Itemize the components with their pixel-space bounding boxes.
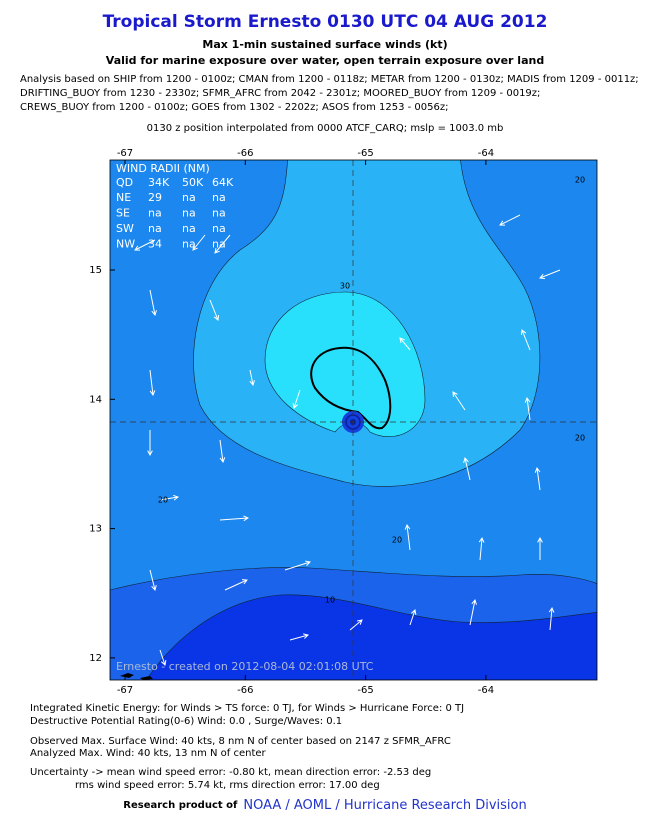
wind-vector	[214, 234, 231, 254]
footer-line: Integrated Kinetic Energy: for Winds > T…	[30, 703, 464, 714]
wind-radii-cell: na	[212, 238, 226, 251]
footer-line: rms wind speed error: 5.74 kt, rms direc…	[75, 780, 380, 791]
wind-radii-cell: na	[212, 222, 226, 235]
contour-34kt	[310, 346, 392, 430]
wind-radii-cell: 34	[148, 238, 162, 251]
wind-vector	[249, 369, 255, 387]
title: Tropical Storm Ernesto 0130 UTC 04 AUG 2…	[103, 12, 548, 32]
wind-vector	[534, 466, 541, 491]
y-tick-label: 13	[89, 524, 102, 535]
wind-radii-header: 50K	[182, 176, 204, 189]
wind-vector	[134, 239, 156, 251]
region	[146, 594, 597, 680]
wind-vector	[159, 649, 167, 666]
wind-radii-cell: SW	[116, 222, 134, 235]
wind-vector	[147, 430, 153, 457]
y-tick-label: 15	[89, 265, 102, 276]
x-tick-label: -66	[237, 148, 253, 159]
footer-line: Uncertainty -> mean wind speed error: -0…	[30, 767, 431, 778]
contour-label: 20	[575, 176, 585, 185]
wind-vector	[149, 569, 157, 592]
wind-radii-header: QD	[116, 176, 133, 189]
wind-radii-cell: na	[212, 191, 226, 204]
footer-line: Destructive Potential Rating(0-6) Wind: …	[30, 716, 342, 727]
x-tick-label: -65	[357, 148, 373, 159]
wind-radii-header: 64K	[212, 176, 234, 189]
wind-vector	[219, 439, 226, 464]
wind-radii-cell: NW	[116, 238, 135, 251]
wind-vector	[224, 579, 248, 591]
wind-vector	[499, 214, 521, 226]
wind-radii-title: WIND RADII (NM)	[116, 162, 210, 175]
contour-label: 20	[158, 496, 168, 505]
footer-line: Analyzed Max. Wind: 40 kts, 13 nm N of c…	[30, 748, 267, 759]
wind-radii-cell: na	[182, 191, 196, 204]
wind-vector	[469, 598, 477, 626]
subtitle: Valid for marine exposure over water, op…	[106, 54, 544, 67]
wind-vector	[478, 536, 485, 561]
y-tick-label: 14	[89, 394, 102, 405]
x-tick-label: -67	[117, 685, 133, 696]
wind-vector	[452, 391, 466, 411]
wind-vector	[149, 289, 157, 317]
wind-vector	[548, 606, 555, 631]
y-tick-label: 12	[89, 653, 102, 664]
wind-vector	[292, 389, 301, 409]
analysis-line: CREWS_BUOY from 1200 - 0100z; GOES from …	[20, 102, 448, 113]
wind-vector	[399, 337, 411, 351]
wind-vector	[159, 494, 180, 501]
wind-vector	[192, 234, 206, 251]
coastline	[120, 673, 153, 680]
wind-radii-cell: na	[182, 222, 196, 235]
wind-radii-cell: 29	[148, 191, 162, 204]
research-line: Research product of NOAA / AOML / Hurrica…	[123, 798, 526, 813]
wind-vector	[284, 560, 311, 571]
wind-vector	[219, 515, 250, 522]
wind-radii-cell: na	[212, 207, 226, 220]
wind-radii-cell: na	[148, 222, 162, 235]
map-frame	[109, 159, 598, 681]
footer-line: Observed Max. Surface Wind: 40 kts, 8 nm…	[30, 736, 451, 747]
x-tick-label: -64	[478, 148, 494, 159]
wind-radii-cell: NE	[116, 191, 131, 204]
research-label: Research product of	[123, 800, 238, 811]
x-tick-label: -67	[117, 148, 133, 159]
credit: Ernesto - created on 2012-08-04 02:01:08…	[116, 660, 374, 673]
x-tick-label: -66	[237, 685, 253, 696]
wind-vector	[149, 369, 156, 397]
contour-label: 10	[325, 596, 335, 605]
wind-radii-cell: na	[182, 207, 196, 220]
contour-label: 30	[340, 282, 350, 291]
wind-vector	[463, 456, 471, 481]
x-tick-label: -65	[357, 685, 373, 696]
wind-radii-cell: na	[182, 238, 196, 251]
wind-vector	[524, 396, 531, 421]
wind-vector	[539, 269, 561, 280]
x-tick-label: -64	[478, 685, 494, 696]
contour-label: 20	[392, 536, 402, 545]
subtitle: Max 1-min sustained surface winds (kt)	[202, 38, 447, 51]
wind-radii-cell: na	[148, 207, 162, 220]
wind-vectors	[134, 214, 561, 666]
analysis-line: Analysis based on SHIP from 1200 - 0100z…	[20, 74, 639, 85]
position-note: 0130 z position interpolated from 0000 A…	[147, 123, 504, 134]
contour-label: 20	[575, 434, 585, 443]
wind-radii-header: 34K	[148, 176, 170, 189]
wind-vector	[289, 633, 310, 641]
wind-radii-cell: SE	[116, 207, 130, 220]
wind-vector	[520, 329, 531, 351]
wind-field	[110, 160, 597, 680]
wind-vector	[404, 523, 411, 551]
research-org: NOAA / AOML / Hurricane Research Divisio…	[243, 798, 526, 813]
wind-vector	[409, 609, 417, 626]
wind-vector	[349, 619, 363, 631]
wind-vector	[537, 536, 543, 560]
analysis-line: DRIFTING_BUOY from 1230 - 2330z; SFMR_AF…	[20, 88, 540, 99]
wind-vector	[209, 299, 220, 321]
